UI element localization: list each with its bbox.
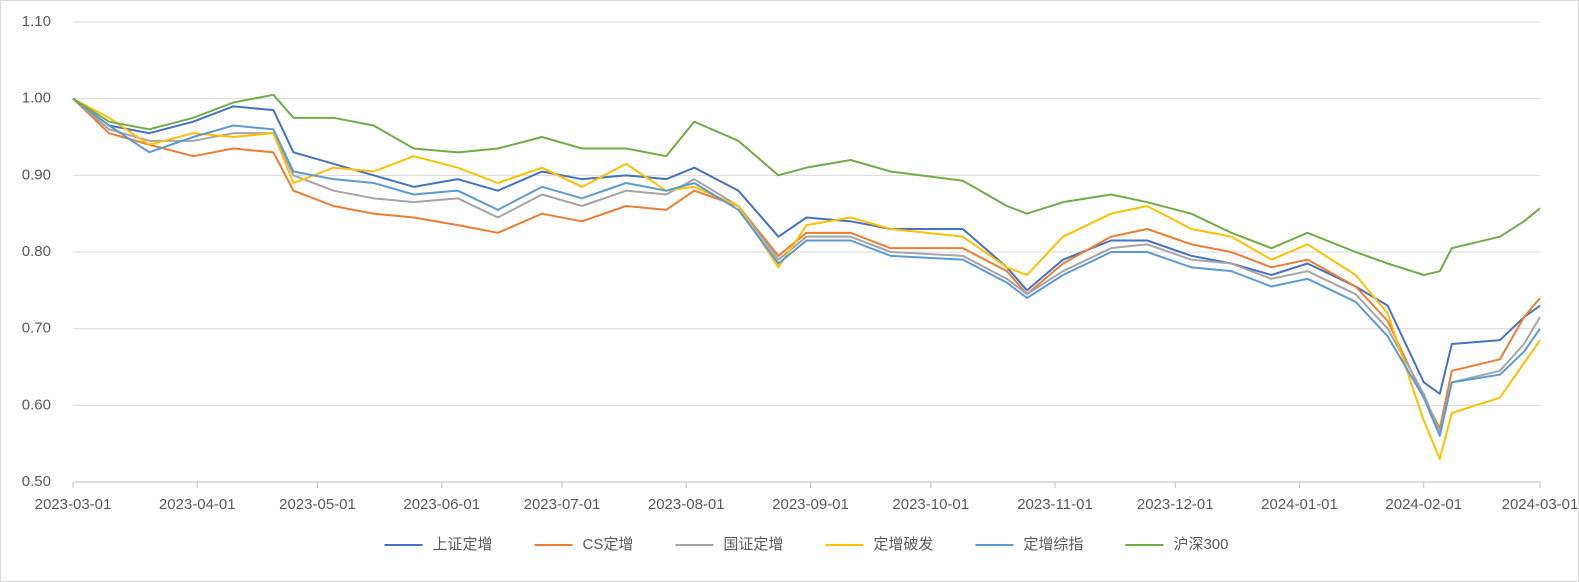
y-tick-label: 0.50 — [22, 473, 51, 490]
legend-label: 国证定增 — [723, 536, 783, 553]
x-tick-label: 2024-02-01 — [1385, 496, 1462, 513]
y-tick-label: 0.70 — [22, 320, 51, 337]
x-tick-label: 2023-11-01 — [1017, 496, 1093, 513]
series-line — [72, 93, 1541, 276]
x-tick-label: 2023-06-01 — [403, 496, 480, 513]
x-tick-label: 2023-05-01 — [279, 496, 356, 513]
x-tick-label: 2023-04-01 — [159, 496, 236, 513]
y-tick-label: 0.60 — [22, 396, 51, 413]
x-tick-label: 2024-03-01 — [1502, 496, 1579, 513]
legend-label: 上证定增 — [433, 536, 493, 553]
x-tick-label: 2024-01-01 — [1261, 496, 1338, 513]
series-line — [72, 97, 1541, 434]
x-tick-label: 2023-07-01 — [524, 496, 601, 513]
y-tick-label: 1.00 — [22, 90, 51, 107]
legend-label: CS定增 — [583, 536, 634, 553]
series-line — [72, 97, 1541, 437]
series-line — [72, 97, 1541, 395]
series-line — [72, 97, 1541, 430]
x-tick-label: 2023-08-01 — [648, 496, 725, 513]
legend-label: 定增破发 — [873, 536, 933, 553]
legend: 上证定增 CS定增 国证定增 定增破发 定增综指 沪深300 — [384, 536, 1228, 553]
y-tick-label: 0.80 — [22, 243, 51, 260]
x-tick-label: 2023-12-01 — [1137, 496, 1214, 513]
legend-label: 定增综指 — [1023, 536, 1083, 553]
x-tick-label: 2023-10-01 — [892, 496, 969, 513]
y-tick-label: 1.10 — [22, 13, 51, 30]
x-tick-label: 2023-03-01 — [35, 496, 112, 513]
x-tick-label: 2023-09-01 — [772, 496, 849, 513]
legend-label: 沪深300 — [1173, 536, 1228, 553]
y-tick-label: 0.90 — [22, 166, 51, 183]
